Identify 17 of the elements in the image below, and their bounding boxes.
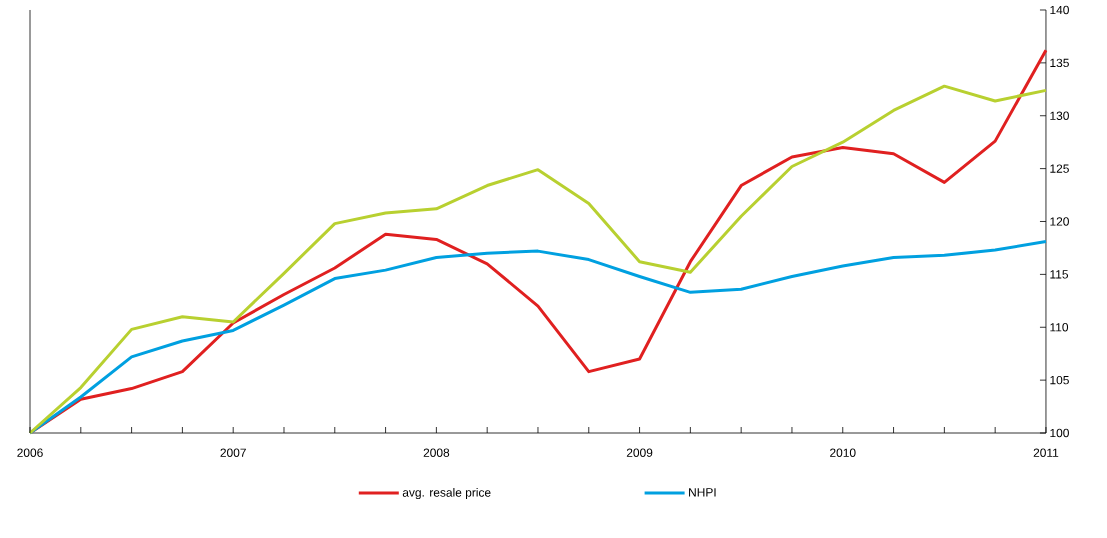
- x-tick-label: 2010: [830, 448, 856, 457]
- y-tick-label: 130: [1050, 111, 1069, 120]
- x-tick-label: 2007: [220, 448, 246, 457]
- y-tick-label: 125: [1050, 164, 1069, 173]
- y-tick-label: 105: [1050, 375, 1069, 385]
- y-tick-label: 110: [1050, 323, 1069, 332]
- y-tick-label: 140: [1050, 5, 1069, 15]
- legend-label: NHPI: [689, 488, 716, 497]
- x-tick-label: 2011: [1033, 448, 1059, 457]
- x-tick-label: 2006: [17, 448, 43, 457]
- y-tick-label: 120: [1050, 217, 1069, 226]
- y-tick-label: 115: [1050, 270, 1069, 279]
- y-tick-label: 100: [1050, 428, 1069, 438]
- x-tick-label: 2008: [423, 448, 450, 457]
- legend-label: avg. resale price: [402, 487, 491, 500]
- x-tick-label: 2009: [626, 448, 653, 457]
- y-tick-label: 135: [1050, 58, 1069, 68]
